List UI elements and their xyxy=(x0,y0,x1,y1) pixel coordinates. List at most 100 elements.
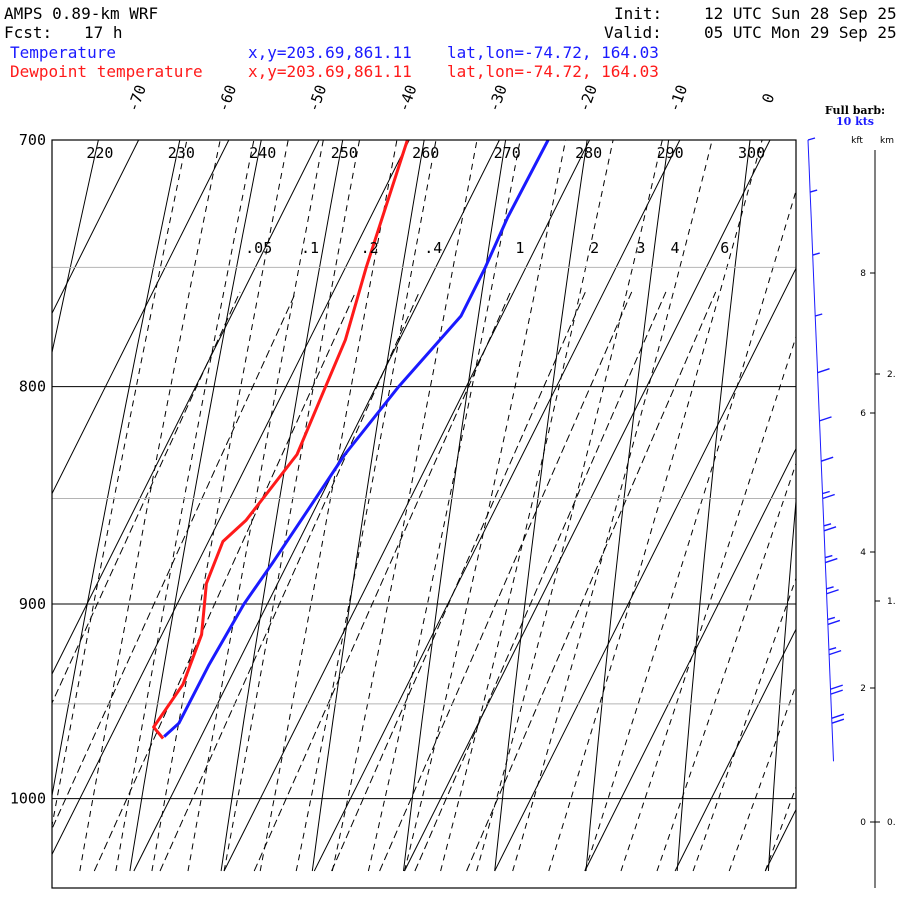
svg-text:0: 0 xyxy=(860,818,866,828)
wind-barb xyxy=(807,137,816,141)
mixing-ratio-label: .1 xyxy=(301,239,319,257)
kft-tick-0: 0 xyxy=(860,818,875,828)
svg-text:2: 2 xyxy=(860,684,866,694)
mixing-ratio-label: 4 xyxy=(670,239,679,257)
isentrope-label: 240 xyxy=(249,144,276,162)
isotherm-line xyxy=(52,140,410,856)
moist-adiabat xyxy=(187,140,324,872)
isotherm-line xyxy=(584,447,796,872)
temperature-profile xyxy=(163,140,550,738)
moist-adiabat xyxy=(656,462,796,872)
forecast-value: 17 h xyxy=(84,23,123,42)
model-title: AMPS 0.89-km WRF xyxy=(4,4,159,23)
barb-half xyxy=(828,646,837,651)
isentrope-label: 250 xyxy=(331,144,358,162)
mixing-ratio-label: 2 xyxy=(590,239,599,257)
moist-adiabat xyxy=(52,140,188,829)
isentrope-label: 230 xyxy=(168,144,195,162)
barb-flag xyxy=(825,557,838,564)
dry-adiabat xyxy=(767,495,796,872)
legend-temperature-coords: x,y=203.69,861.11 xyxy=(248,43,412,62)
barb-flag xyxy=(831,713,845,719)
isotherm-line xyxy=(133,140,500,872)
barb-flag xyxy=(817,368,830,374)
barb-flag xyxy=(828,649,842,656)
mixing-ratio-label: .2 xyxy=(361,239,379,257)
pressure-label-800: 800 xyxy=(19,378,46,396)
km-tick-1: 1. xyxy=(875,597,896,607)
moist-adiabat xyxy=(512,140,713,872)
isentrope-label: 290 xyxy=(657,144,684,162)
wind-barb xyxy=(822,490,835,500)
mixing-ratio-label: 6 xyxy=(720,239,729,257)
wind-profile xyxy=(807,137,845,762)
moist-adiabat xyxy=(620,335,796,872)
barb-half xyxy=(825,554,833,559)
km-tick-0: 0. xyxy=(875,818,896,828)
moist-adiabat xyxy=(692,576,796,872)
wind-barb xyxy=(828,646,842,656)
legend-dewpoint-coords: x,y=203.69,861.11 xyxy=(248,62,412,81)
kft-tick-8: 8 xyxy=(860,269,875,279)
moist-adiabat xyxy=(259,140,398,872)
legend-temperature-latlon: lat,lon=-74.72, 164.03 xyxy=(447,43,659,62)
wind-barb xyxy=(815,313,823,317)
isotherm-line xyxy=(52,140,140,315)
isotherm-line xyxy=(0,140,48,871)
kft-tick-6: 6 xyxy=(860,409,875,419)
barb-flag xyxy=(830,684,843,690)
barb-half xyxy=(812,252,820,256)
kft-tick-4: 4 xyxy=(860,548,875,558)
isentrope-label: 280 xyxy=(575,144,602,162)
km-tick-2: 2. xyxy=(875,370,896,380)
wind-barb xyxy=(827,616,841,626)
barb-flag xyxy=(823,526,837,532)
moist-adiabat xyxy=(223,140,361,872)
isentrope-label: 260 xyxy=(412,144,439,162)
svg-text:6: 6 xyxy=(860,409,866,419)
wind-staff xyxy=(807,139,834,762)
dewpoint-profile xyxy=(152,140,409,740)
km-units: km xyxy=(880,136,894,146)
temperature-tick-label: -10 xyxy=(665,82,691,114)
temperature-tick-label: -30 xyxy=(485,82,511,114)
valid-value: 05 UTC Mon 29 Sep 25 xyxy=(704,23,897,42)
isotherm-line xyxy=(52,140,230,495)
barb-flag xyxy=(819,416,832,422)
wind-key-line2: 10 kts xyxy=(836,115,874,128)
wind-barb xyxy=(809,189,818,193)
wind-barb xyxy=(817,368,830,374)
barb-flag xyxy=(827,619,841,626)
pressure-label-1000: 1000 xyxy=(10,790,46,808)
moist-adiabat xyxy=(295,140,437,872)
barb-flag xyxy=(830,689,843,695)
moist-adiabat xyxy=(115,140,255,872)
wind-barb xyxy=(825,554,838,564)
plot-frame xyxy=(51,139,797,889)
barb-half xyxy=(826,586,834,590)
pressure-label-900: 900 xyxy=(19,595,46,613)
isobar-lines xyxy=(52,140,796,800)
svg-text:1.: 1. xyxy=(887,597,896,607)
temperature-tick-label: 0 xyxy=(758,91,778,106)
wind-barb xyxy=(819,416,832,422)
barb-half xyxy=(807,137,816,141)
barb-flag xyxy=(822,493,835,500)
kft-tick-2: 2 xyxy=(860,684,875,694)
wind-barb xyxy=(831,713,845,724)
profile-lines xyxy=(152,140,550,740)
temperature-tick-label: -70 xyxy=(124,82,150,114)
kft-units: kft xyxy=(851,136,863,146)
isentrope-label: 300 xyxy=(738,144,765,162)
barb-flag xyxy=(831,718,845,724)
barb-flag xyxy=(826,589,839,595)
moist-adiabat xyxy=(151,140,289,872)
svg-text:0.: 0. xyxy=(887,818,896,828)
dry-adiabat xyxy=(52,140,181,799)
isotherm-line xyxy=(313,140,681,872)
moist-adiabat xyxy=(476,140,663,872)
wind-barb xyxy=(830,684,843,695)
moist-adiabat xyxy=(79,140,221,872)
svg-text:2.: 2. xyxy=(887,370,896,380)
mixing-ratio-label: .05 xyxy=(245,239,272,257)
